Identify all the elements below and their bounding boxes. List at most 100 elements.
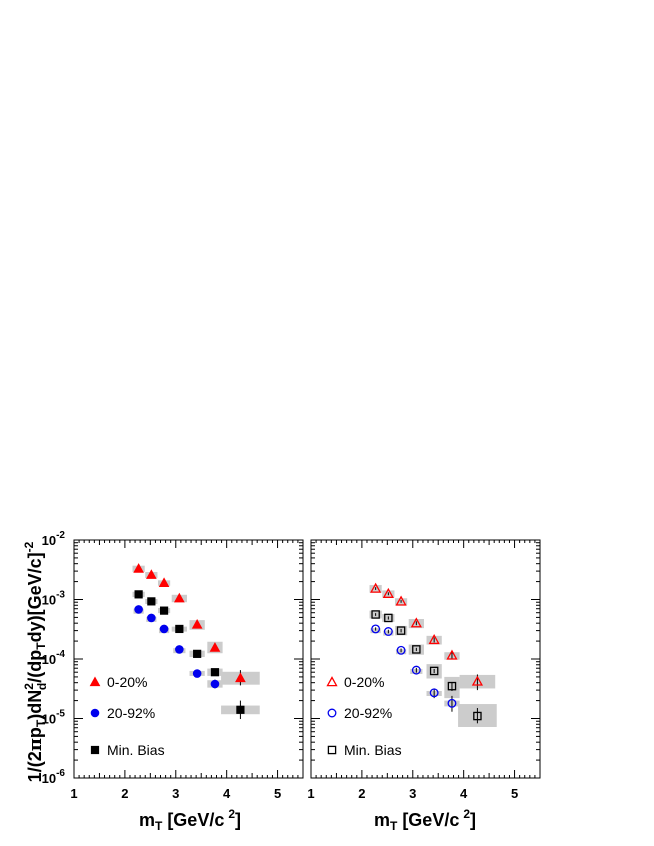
y-axis-title-part: 1/(2 (25, 751, 45, 782)
y-axis-title-superscript: -2 (22, 541, 36, 552)
right-axis-ticks (310, 540, 541, 779)
legend-marker (326, 676, 338, 687)
data-point (146, 569, 157, 579)
x-axis-title-rest: [GeV/c (162, 810, 224, 830)
data-point (471, 675, 484, 686)
data-point (192, 669, 202, 678)
left-legend: 0-20% 20-92% Min. Bias (89, 674, 165, 758)
y-tick-label-exponent: -5 (56, 709, 65, 720)
left-y-tick-labels: 10-610-510-410-310-2 (42, 530, 66, 786)
data-point (134, 590, 143, 599)
x-axis-title-superscript: 2 (228, 807, 235, 821)
y-tick-label-exponent: -6 (56, 768, 65, 779)
right-panel: 1 2 3 4 5 0-20% 20-92% Min. Bias mT [GeV/c 2] (307, 539, 541, 833)
legend-marker (89, 676, 101, 687)
legend-label: 20-92% (107, 705, 155, 721)
data-point (447, 681, 457, 691)
x-axis-title-main: m (139, 810, 155, 830)
y-axis-title-part: )dN (25, 690, 45, 720)
data-point (210, 668, 220, 677)
data-point (396, 626, 406, 635)
data-point (446, 649, 458, 660)
right-x-axis-title: mT [GeV/c 2] (374, 807, 476, 833)
data-point (383, 627, 393, 636)
data-point (175, 624, 184, 634)
left-x-tick-labels: 1 2 3 4 5 (70, 786, 281, 801)
data-point (447, 698, 457, 708)
x-tick-label: 2 (358, 786, 365, 801)
legend-label: Min. Bias (344, 742, 402, 758)
data-point (133, 563, 144, 573)
data-point (429, 688, 439, 698)
data-point (236, 705, 245, 714)
x-tick-label: 1 (70, 786, 77, 801)
legend-marker (90, 745, 100, 755)
y-tick-label-exponent: -2 (56, 530, 65, 541)
y-axis-title-part: /(dp (25, 650, 45, 683)
y-axis-title-superscript: 2 (22, 683, 36, 690)
legend-label: 20-92% (344, 705, 392, 721)
data-point (412, 645, 421, 654)
y-tick-label-base: 10 (42, 533, 56, 548)
data-point (411, 665, 421, 675)
right-legend: 0-20% 20-92% Min. Bias (326, 674, 402, 758)
y-tick-label: 10-6 (42, 768, 66, 786)
x-axis-title-close: ] (235, 810, 241, 830)
y-tick-label: 10-4 (42, 649, 66, 667)
data-point (209, 642, 221, 652)
y-tick-label-exponent: -4 (56, 649, 65, 660)
x-axis-title-superscript: 2 (463, 807, 470, 821)
data-point (395, 595, 407, 606)
y-tick-label: 10-5 (42, 709, 66, 727)
data-point (410, 617, 422, 628)
legend-marker (327, 745, 337, 755)
y-tick-label: 10-2 (42, 530, 66, 548)
data-point (396, 645, 406, 655)
data-point (147, 597, 156, 606)
data-point (147, 613, 156, 623)
data-point (159, 624, 169, 634)
data-point (473, 711, 482, 721)
data-point (235, 672, 246, 683)
data-point (175, 645, 184, 654)
y-axis-title-pi: π (25, 738, 46, 751)
systematic-error-box (370, 628, 381, 634)
x-axis-title-rest: [GeV/c (397, 810, 459, 830)
y-axis-title-part: p (25, 727, 45, 738)
y-axis-title-part: dy)[GeV/c] (25, 552, 45, 642)
x-tick-label: 5 (274, 786, 281, 801)
y-tick-label-exponent: -3 (56, 590, 65, 601)
x-tick-label: 2 (121, 786, 128, 801)
x-tick-label: 1 (307, 786, 314, 801)
y-axis-title-subscript: T (34, 642, 48, 650)
legend-marker (327, 708, 337, 718)
left-data-marks (132, 563, 260, 720)
data-point (134, 605, 143, 614)
x-tick-label: 4 (460, 786, 468, 801)
x-axis-title-subscript: T (390, 819, 398, 833)
data-point (370, 582, 382, 593)
data-point (429, 666, 439, 676)
y-axis-title-subscript: d (35, 683, 49, 690)
x-tick-label: 3 (172, 786, 179, 801)
data-point (159, 606, 169, 615)
y-tick-label-base: 10 (42, 652, 56, 667)
data-point (158, 577, 170, 588)
right-x-tick-labels: 1 2 3 4 5 (307, 786, 518, 801)
y-tick-label-base: 10 (42, 771, 56, 786)
data-point (384, 613, 393, 623)
x-tick-label: 4 (223, 786, 231, 801)
data-point (193, 649, 202, 658)
left-axis-ticks (73, 540, 304, 779)
data-point (371, 624, 381, 634)
legend-label: 0-20% (107, 674, 147, 690)
legend-label: Min. Bias (107, 742, 165, 758)
x-tick-label: 5 (511, 786, 518, 801)
y-axis-title-subscript: T (34, 719, 48, 727)
data-point (371, 610, 380, 619)
x-tick-label: 3 (409, 786, 416, 801)
y-tick-label-base: 10 (42, 593, 56, 608)
y-axis-title: 1/(2πpT)dN2d/(dpTdy)[GeV/c]-2 (22, 541, 49, 782)
data-point (173, 592, 185, 603)
